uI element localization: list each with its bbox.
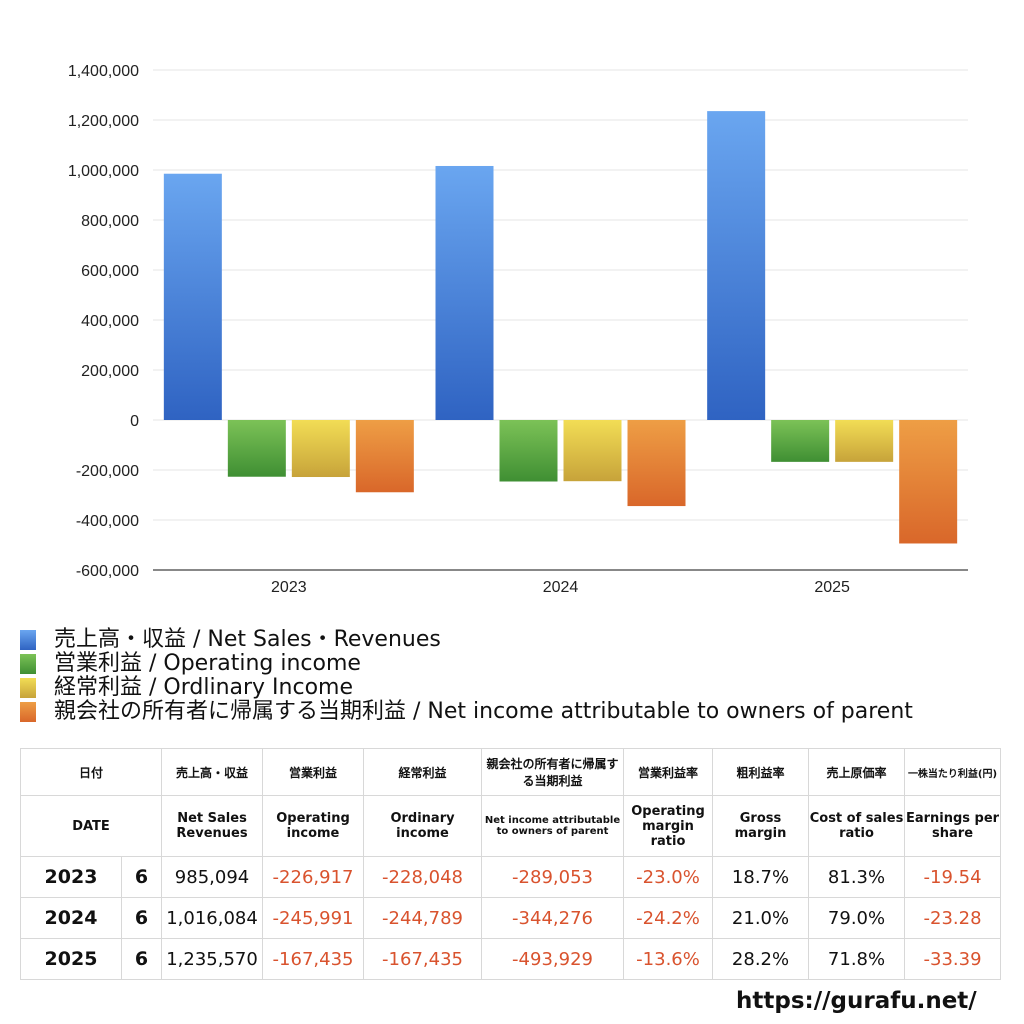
header-ordinary-jp: 経常利益: [363, 748, 483, 796]
legend-item-sales: 売上高・収益 / Net Sales・Revenues: [20, 628, 913, 652]
bar-2024-series-2: [563, 420, 622, 482]
row-operating: -245,991: [262, 897, 365, 939]
legend-swatch-sales: [20, 630, 36, 650]
legend-swatch-operating: [20, 654, 36, 674]
legend: 売上高・収益 / Net Sales・Revenues 営業利益 / Opera…: [20, 628, 913, 724]
table-row: 2025 6 1,235,570 -167,435 -167,435 -493,…: [20, 938, 1002, 980]
row-period: 6: [120, 938, 163, 980]
y-tick-label: -400,000: [76, 513, 139, 530]
row-cost-ratio: 81.3%: [808, 856, 906, 898]
legend-label-sales: 売上高・収益 / Net Sales・Revenues: [54, 627, 441, 652]
row-op-margin: -24.2%: [623, 897, 714, 939]
row-operating: -167,435: [262, 938, 365, 980]
row-ordinary: -167,435: [363, 938, 483, 980]
row-period: 6: [120, 856, 163, 898]
bar-chart: 1,400,000 1,200,000 1,000,000 800,000 600,00…: [68, 63, 968, 596]
site-url: https://gurafu.net/: [736, 988, 977, 1014]
legend-label-ordinary: 経常利益 / Ordlinary Income: [54, 675, 353, 700]
bar-2023-series-0: [163, 173, 222, 420]
header-cost-ratio-en: Cost of sales ratio: [808, 795, 906, 857]
header-eps-en: Earnings per share: [904, 795, 1002, 857]
y-tick-label: 200,000: [81, 363, 139, 380]
header-operating-jp: 営業利益: [262, 748, 365, 796]
bar-2023-series-3: [355, 420, 414, 493]
bar-2023-series-1: [227, 420, 286, 477]
header-eps-jp: 一株当たり利益(円): [904, 748, 1002, 796]
y-axis-ticks: 1,400,000 1,200,000 1,000,000 800,000 600,00…: [68, 63, 139, 580]
x-tick-label: 2024: [543, 579, 579, 596]
row-eps: -23.28: [904, 897, 1002, 939]
row-cost-ratio: 71.8%: [808, 938, 906, 980]
row-gross-margin: 18.7%: [712, 856, 810, 898]
table-row: 2023 6 985,094 -226,917 -228,048 -289,05…: [20, 856, 1002, 898]
header-net-income-en: Net income attributable to owners of par…: [481, 795, 625, 857]
row-ordinary: -228,048: [363, 856, 483, 898]
row-cost-ratio: 79.0%: [808, 897, 906, 939]
y-tick-label: 400,000: [81, 313, 139, 330]
row-period: 6: [120, 897, 163, 939]
bars: [163, 111, 958, 544]
header-gross-margin-jp: 粗利益率: [712, 748, 810, 796]
header-op-margin-en: Operating margin ratio: [623, 795, 714, 857]
table-row: 2024 6 1,016,084 -245,991 -244,789 -344,…: [20, 897, 1002, 939]
x-axis-ticks: 2023 2024 2025: [271, 579, 850, 596]
legend-swatch-ordinary: [20, 678, 36, 698]
row-net-income: -344,276: [481, 897, 625, 939]
header-operating-en: Operating income: [262, 795, 365, 857]
row-net-income: -289,053: [481, 856, 625, 898]
gridlines: [153, 69, 968, 571]
bar-2025-series-3: [899, 420, 958, 544]
header-op-margin-jp: 営業利益率: [623, 748, 714, 796]
row-sales: 1,235,570: [161, 938, 264, 980]
row-operating: -226,917: [262, 856, 365, 898]
row-year: 2025: [20, 938, 122, 980]
y-tick-label: 0: [130, 413, 139, 430]
legend-item-net-income: 親会社の所有者に帰属する当期利益 / Net income attributab…: [20, 700, 913, 724]
x-tick-label: 2023: [271, 579, 307, 596]
row-sales: 985,094: [161, 856, 264, 898]
bar-2023-series-2: [291, 420, 350, 478]
row-year: 2024: [20, 897, 122, 939]
header-net-income-jp: 親会社の所有者に帰属する当期利益: [481, 748, 625, 796]
bar-2024-series-1: [499, 420, 558, 482]
bar-2025-series-1: [771, 420, 830, 462]
bar-2025-series-0: [707, 111, 766, 421]
table-header-jp: 日付 売上高・収益 営業利益 経常利益 親会社の所有者に帰属する当期利益 営業利…: [19, 748, 1002, 796]
legend-item-ordinary: 経常利益 / Ordlinary Income: [20, 676, 913, 700]
y-tick-label: -200,000: [76, 463, 139, 480]
y-tick-label: 600,000: [81, 263, 139, 280]
header-date-en: DATE: [19, 795, 163, 857]
row-op-margin: -13.6%: [623, 938, 714, 980]
header-sales-en: Net Sales Revenues: [161, 795, 264, 857]
header-sales-jp: 売上高・収益: [161, 748, 264, 796]
y-tick-label: -600,000: [76, 563, 139, 580]
row-ordinary: -244,789: [363, 897, 483, 939]
legend-swatch-net-income: [20, 702, 36, 722]
legend-label-operating: 営業利益 / Operating income: [54, 651, 361, 676]
header-gross-margin-en: Gross margin: [712, 795, 810, 857]
bar-2025-series-2: [835, 420, 894, 462]
legend-item-operating: 営業利益 / Operating income: [20, 652, 913, 676]
legend-label-net-income: 親会社の所有者に帰属する当期利益 / Net income attributab…: [54, 699, 913, 724]
financial-summary-table: 日付 売上高・収益 営業利益 経常利益 親会社の所有者に帰属する当期利益 営業利…: [19, 748, 1002, 980]
header-cost-ratio-jp: 売上原価率: [808, 748, 906, 796]
row-gross-margin: 21.0%: [712, 897, 810, 939]
row-eps: -19.54: [904, 856, 1002, 898]
y-tick-label: 1,000,000: [68, 163, 139, 180]
y-tick-label: 800,000: [81, 213, 139, 230]
header-ordinary-en: Ordinary income: [363, 795, 483, 857]
y-tick-label: 1,200,000: [68, 113, 139, 130]
y-tick-label: 1,400,000: [68, 63, 139, 80]
row-year: 2023: [20, 856, 122, 898]
bar-2024-series-3: [627, 420, 686, 507]
x-tick-label: 2025: [814, 579, 850, 596]
row-eps: -33.39: [904, 938, 1002, 980]
row-op-margin: -23.0%: [623, 856, 714, 898]
bar-2024-series-0: [435, 165, 494, 420]
row-gross-margin: 28.2%: [712, 938, 810, 980]
row-sales: 1,016,084: [161, 897, 264, 939]
row-net-income: -493,929: [481, 938, 625, 980]
header-date-jp: 日付: [19, 748, 163, 796]
table-header-en: DATE Net Sales Revenues Operating income…: [19, 795, 1002, 857]
